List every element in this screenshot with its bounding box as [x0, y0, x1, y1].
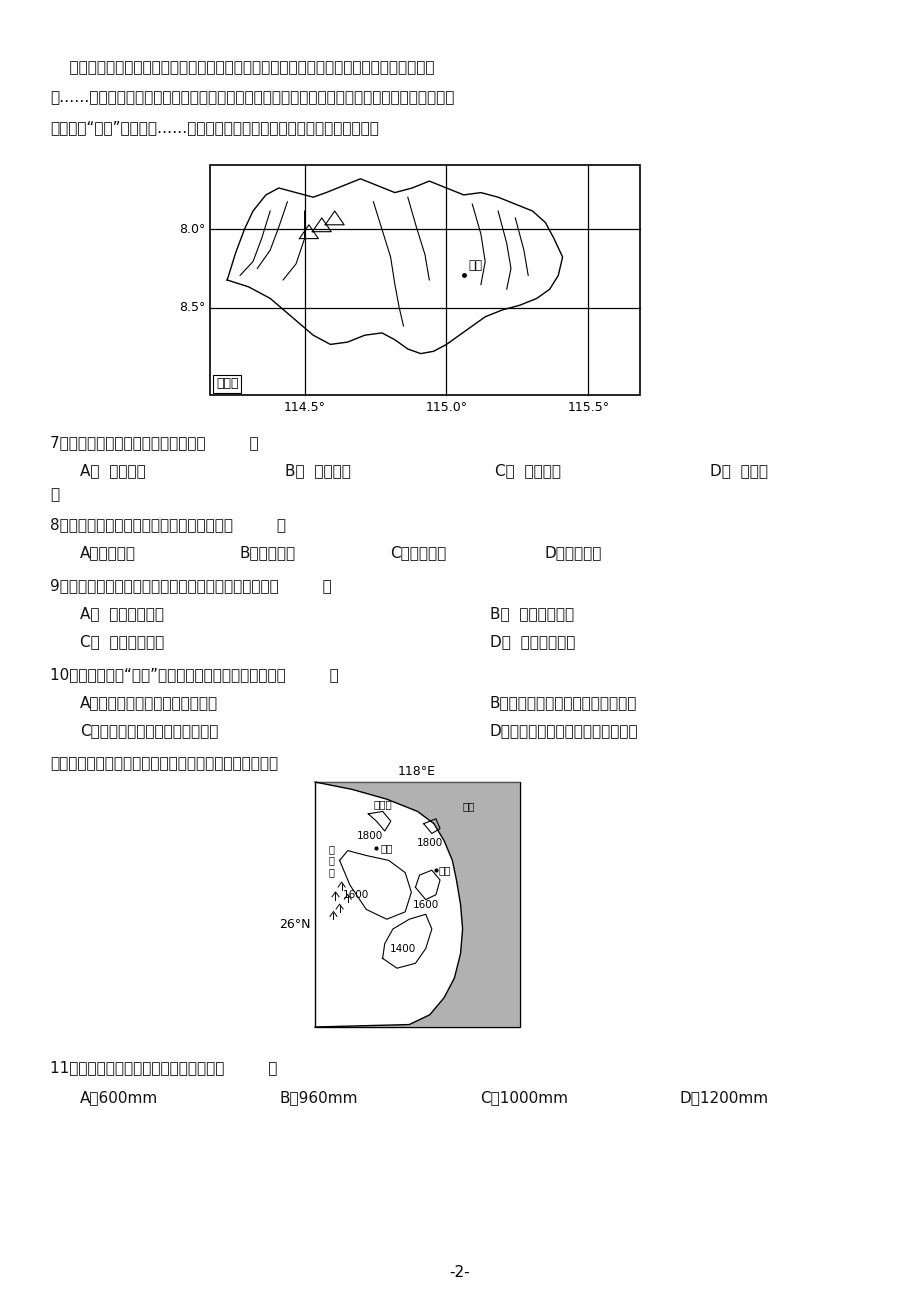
Polygon shape [314, 783, 519, 1027]
Text: 10．路边石缝中“咋咋”地冒热气，其主要原因可能是（         ）: 10．路边石缝中“咋咋”地冒热气，其主要原因可能是（ ） [50, 667, 338, 682]
Text: -2-: -2- [449, 1266, 470, 1280]
Text: A．  对流活动强烈: A． 对流活动强烈 [80, 605, 164, 621]
Text: 114.5°: 114.5° [283, 401, 325, 414]
Text: 11．图示区域内年降水量的最大差值是（         ）: 11．图示区域内年降水量的最大差值是（ ） [50, 1060, 277, 1075]
Text: B．  台风活动频繁: B． 台风活动频繁 [490, 605, 573, 621]
Text: C．以平原为主，海拔低，气温高: C．以平原为主，海拔低，气温高 [80, 723, 218, 738]
Text: B．沿岸有暖流经过，增温作用明显: B．沿岸有暖流经过，增温作用明显 [490, 695, 637, 710]
Text: 顺昌: 顺昌 [438, 866, 451, 875]
Text: 1600: 1600 [412, 900, 438, 910]
Text: C．土地沙化: C．土地沙化 [390, 546, 446, 560]
Text: 致……走着走着，便会毫无预兆地遭遇一场阵雨，于是便在路旁的亭子里停下来听雨赏雨，看到路: 致……走着走着，便会毫无预兆地遭遇一场阵雨，于是便在路旁的亭子里停下来听雨赏雨，… [50, 90, 454, 105]
Text: C．  水热充足: C． 水热充足 [494, 464, 561, 478]
Bar [210, 165, 640, 395]
Text: 巴厘岛: 巴厘岛 [216, 378, 238, 391]
Text: 乌布: 乌布 [468, 259, 482, 272]
Text: 26°N: 26°N [279, 918, 311, 931]
Text: A．600mm: A．600mm [80, 1090, 158, 1105]
Text: 福鼎: 福鼎 [462, 802, 474, 811]
Text: C．  西南季风强盛: C． 西南季风强盛 [80, 634, 165, 648]
Text: D．位于板块交界处，地壳运动活跃: D．位于板块交界处，地壳运动活跃 [490, 723, 638, 738]
Text: D．  河网密: D． 河网密 [709, 464, 767, 478]
Text: 1400: 1400 [390, 944, 415, 953]
Text: 泰宁: 泰宁 [380, 844, 392, 853]
Text: 边石缝中“咋咋”地冒热气……下图为巴厘岛水系分布图，据此完成下面小题。: 边石缝中“咋咋”地冒热气……下图为巴厘岛水系分布图，据此完成下面小题。 [50, 120, 379, 135]
Text: 读我国某地年降水量等值线分布示意图，完成下面小题。: 读我国某地年降水量等值线分布示意图，完成下面小题。 [50, 756, 278, 771]
Text: 8.5°: 8.5° [179, 301, 206, 314]
Text: A．  光照充足: A． 光照充足 [80, 464, 145, 478]
Text: C．1000mm: C．1000mm [480, 1090, 567, 1105]
Text: 1800: 1800 [416, 838, 442, 848]
Text: 8.0°: 8.0° [179, 223, 206, 236]
Text: B．960mm: B．960mm [279, 1090, 358, 1105]
Text: 一位去巴厘岛的游客在游记中写道：在乌布行走，常能看到随山势修筑的层层稻田，错落有: 一位去巴厘岛的游客在游记中写道：在乌布行走，常能看到随山势修筑的层层稻田，错落有 [50, 60, 434, 76]
Text: 武
夷
山: 武 夷 山 [328, 844, 334, 878]
Text: D．  东北信风控制: D． 东北信风控制 [490, 634, 574, 648]
Text: 115.5°: 115.5° [567, 401, 608, 414]
Text: 115.0°: 115.0° [425, 401, 467, 414]
Text: D．1200mm: D．1200mm [679, 1090, 768, 1105]
Text: B．农业污染: B．农业污染 [240, 546, 296, 560]
Text: 118°E: 118°E [398, 766, 436, 779]
Bar [314, 783, 519, 1027]
Text: 7．影响乌布稻田的主导自然条件是（         ）: 7．影响乌布稻田的主导自然条件是（ ） [50, 435, 258, 450]
Text: B．  土壤肥沃: B． 土壤肥沃 [285, 464, 350, 478]
Text: 1800: 1800 [357, 831, 383, 841]
Text: A．水土流失: A．水土流失 [80, 546, 136, 560]
Text: 布: 布 [50, 487, 59, 503]
Text: 9．在乌布遭遇毫无预兆的一场阵雨的成因最有可能是（         ）: 9．在乌布遭遇毫无预兆的一场阵雨的成因最有可能是（ ） [50, 578, 332, 592]
Text: 1600: 1600 [343, 889, 369, 900]
Text: 武夷山: 武夷山 [373, 799, 391, 809]
Text: A．纬度低，太阳辐射强，光照足: A．纬度低，太阳辐射强，光照足 [80, 695, 218, 710]
Text: 8．乌布随山势修筑层层稻田，有利于缓解（         ）: 8．乌布随山势修筑层层稻田，有利于缓解（ ） [50, 517, 286, 533]
Text: D．贾地缺水: D．贾地缺水 [544, 546, 602, 560]
